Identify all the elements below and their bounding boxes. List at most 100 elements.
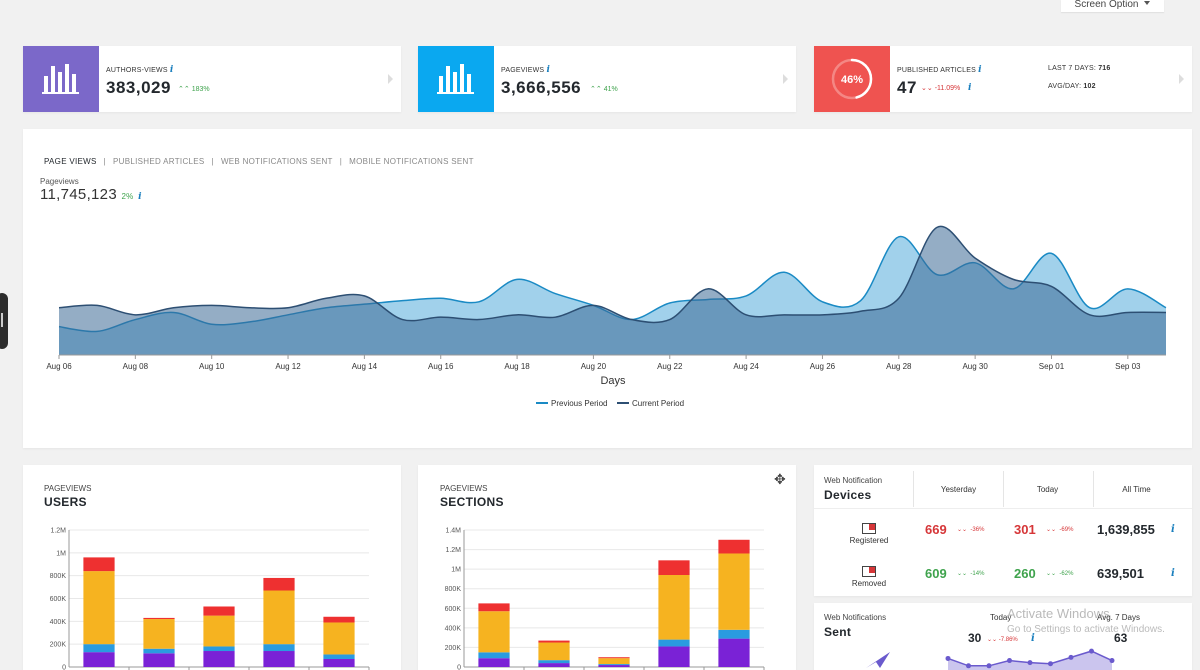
bar-segment [143, 653, 175, 667]
removed-yesterday: 609 [925, 566, 947, 581]
info-icon[interactable]: i [169, 65, 174, 75]
row-label-removed: Removed [851, 579, 887, 588]
bar-segment [83, 557, 115, 572]
sent-area [948, 651, 1112, 670]
sections-panel-title: SECTIONS [440, 495, 504, 509]
area-line-current [58, 225, 1167, 324]
bar-segment [323, 616, 355, 623]
x-tick-label: Aug 20 [581, 362, 607, 371]
col-yesterday: Yesterday [940, 485, 977, 494]
y-tick-label: 1.2M [50, 528, 66, 535]
bar-segment [478, 652, 510, 659]
bar-segment [658, 575, 690, 640]
devices-panel-small: Web Notification [824, 476, 883, 485]
registered-today: 301 [1014, 522, 1036, 537]
chevron-right-icon[interactable] [388, 74, 393, 84]
kpi-label: PAGEVIEWS i [501, 65, 551, 75]
info-icon[interactable]: i [1031, 633, 1035, 644]
move-icon[interactable]: ✥ [774, 471, 786, 487]
sent-panel-title: Sent [824, 625, 852, 639]
screen-options-button[interactable]: Screen Option [1061, 0, 1164, 12]
bar-segment [323, 654, 355, 660]
tab-mobile-notifications-sent[interactable]: MOBILE NOTIFICATIONS SENT [349, 157, 474, 166]
users-panel-small: PAGEVIEWS [44, 484, 92, 493]
sent-today-delta: ⌄⌄ -7.86% [987, 637, 1018, 643]
chart-tabs: PAGE VIEWS | PUBLISHED ARTICLES | WEB NOTIFI… [44, 157, 474, 166]
bar-segment [478, 603, 510, 612]
bar-segment [83, 571, 115, 645]
info-icon[interactable]: i [978, 65, 982, 75]
sections-bar-chart: 0 200K 400K 600K 800K 1M 1.2M 1.4M [445, 528, 765, 670]
area-chart: Aug 06 Aug 08 Aug 10 Aug 12 Aug 14 Aug 16 Aug … [46, 225, 1167, 408]
kpi-delta: ⌄⌄ -11.09% [921, 85, 961, 92]
x-tick-label: Sep 03 [1115, 362, 1141, 371]
chevron-right-icon[interactable] [783, 74, 788, 84]
avg-per-day: AVG/DAY: 102 [1048, 83, 1096, 90]
x-axis-label: Days [600, 375, 626, 387]
sent-point [1048, 661, 1053, 667]
screen-options-label: Screen Option [1074, 0, 1139, 10]
bar-segment [718, 553, 750, 630]
bar-chart-icon [418, 46, 494, 112]
registered-yesterday: 669 [925, 522, 947, 537]
sent-today-label: Today [990, 613, 1012, 622]
kpi-card-authors-views[interactable]: AUTHORS-VIEWS i 383,029 ⌃⌃ 183% [23, 46, 401, 112]
bar-chart-icon [23, 46, 99, 112]
bar-segment [598, 657, 630, 659]
tab-published-articles[interactable]: PUBLISHED ARTICLES [113, 157, 205, 166]
bar-segment [598, 658, 630, 665]
bar-segment [718, 638, 750, 667]
bar-segment [203, 615, 235, 647]
registered-yesterday-delta: ⌄⌄ -36% [957, 527, 985, 533]
bar-segment [323, 622, 355, 655]
watermark-title: Activate Windows [1007, 606, 1110, 621]
x-tick-label: Aug 10 [199, 362, 225, 371]
sidebar-collapse-handle[interactable] [0, 293, 8, 349]
removed-yesterday-delta: ⌄⌄ -14% [957, 571, 985, 577]
x-tick-label: Aug 12 [275, 362, 301, 371]
bar-segment [203, 606, 235, 616]
y-tick-label: 1.4M [445, 528, 461, 535]
info-icon[interactable]: i [546, 65, 551, 75]
kpi-value: 383,029 [106, 78, 171, 97]
kpi-label: AUTHORS-VIEWS i [106, 65, 174, 75]
sent-point [986, 663, 992, 669]
paper-plane-icon [866, 652, 890, 668]
x-tick-label: Aug 22 [657, 362, 683, 371]
y-tick-label: 1M [451, 567, 461, 574]
sent-point [1089, 648, 1094, 654]
y-tick-label: 1.2M [445, 547, 461, 554]
info-icon[interactable]: i [968, 83, 972, 93]
sent-panel [814, 603, 1192, 670]
info-icon[interactable]: i [138, 192, 142, 202]
y-tick-label: 0 [457, 665, 461, 670]
x-tick-label: Aug 30 [962, 362, 988, 371]
bar-segment [658, 646, 690, 667]
kpi-card-pageviews[interactable]: PAGEVIEWS i 3,666,556 ⌃⌃ 41% [418, 46, 796, 112]
legend-current: Current Period [632, 399, 684, 408]
info-icon[interactable]: i [1171, 524, 1175, 535]
bar-segment [478, 611, 510, 653]
y-tick-label: 800K [50, 573, 67, 580]
tab-web-notifications-sent[interactable]: WEB NOTIFICATIONS SENT [220, 157, 333, 166]
chevron-right-icon[interactable] [1179, 74, 1184, 84]
bar-segment [658, 639, 690, 647]
bar-segment [263, 651, 295, 667]
y-tick-label: 0 [62, 665, 66, 670]
bar-segment [83, 652, 115, 667]
sent-point [1068, 654, 1074, 660]
progress-ring-icon: 46% [814, 46, 890, 112]
kpi-card-published-articles[interactable]: 46% PUBLISHED ARTICLES i 47 ⌄⌄ -11.09% i… [814, 46, 1192, 112]
kpi-delta: ⌃⌃ 183% [178, 86, 210, 93]
users-bar-chart: 0 200K 400K 600K 800K 1M 1.2M [50, 528, 370, 670]
watermark-subtitle: Go to Settings to activate Windows. [1007, 624, 1165, 635]
info-icon[interactable]: i [1171, 568, 1175, 579]
x-tick-label: Aug 06 [46, 362, 72, 371]
bar-segment [478, 658, 510, 667]
tab-page-views[interactable]: PAGE VIEWS [44, 157, 97, 166]
bar-segment [203, 651, 235, 667]
x-tick-label: Aug 24 [733, 362, 759, 371]
kpi-value: 47 [897, 78, 917, 97]
ring-percent: 46% [841, 74, 863, 86]
y-tick-label: 200K [50, 642, 67, 649]
